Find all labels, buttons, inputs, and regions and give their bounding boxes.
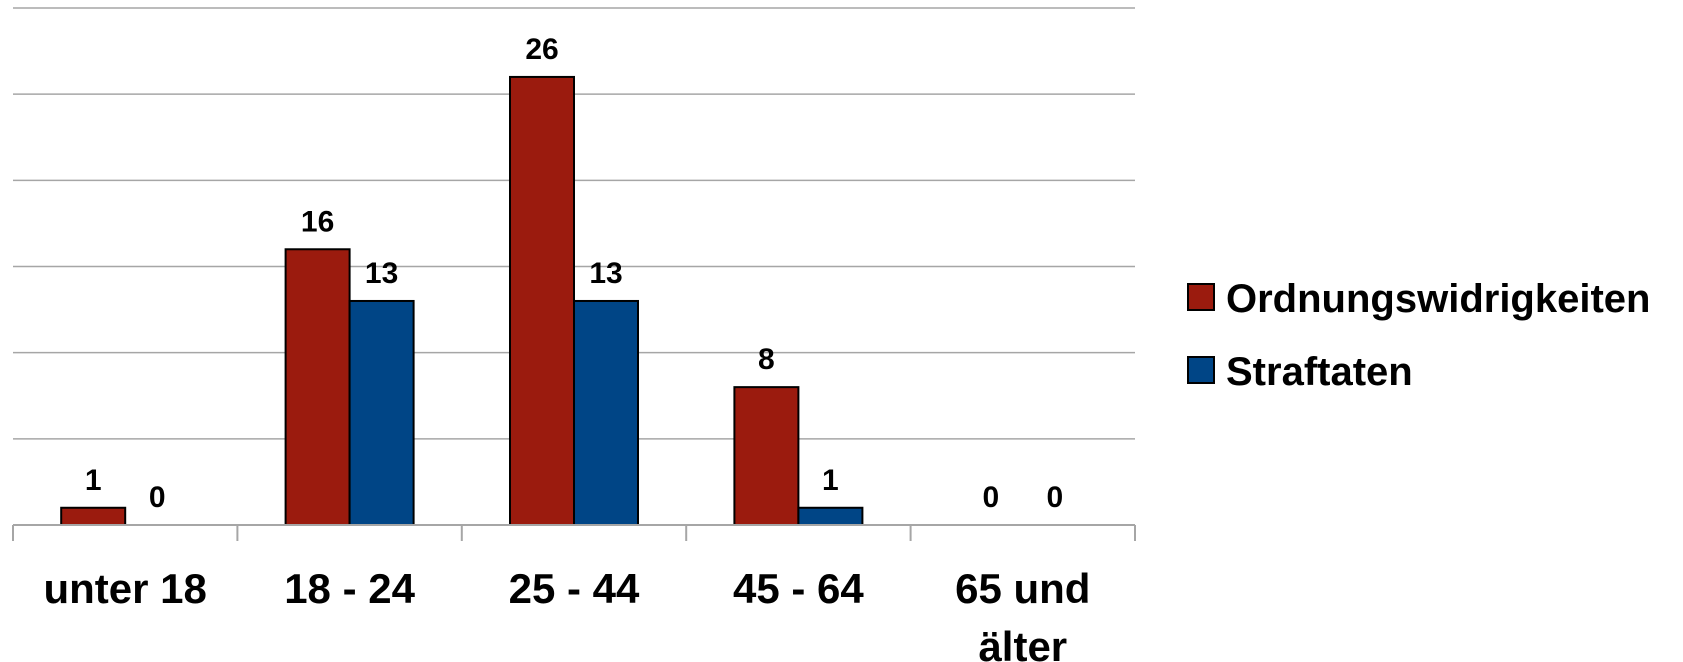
bar-straftaten: [797, 506, 864, 526]
x-tick-label: 65 und: [955, 565, 1090, 612]
legend: Ordnungswidrigkeiten Straftaten: [1187, 277, 1650, 394]
data-label: 13: [589, 257, 622, 290]
bar-ordnungswidrigkeiten: [284, 248, 351, 526]
x-tick-label: älter: [978, 623, 1067, 662]
data-label: 16: [301, 205, 334, 238]
data-label: 1: [822, 464, 839, 497]
legend-label: Ordnungswidrigkeiten: [1226, 277, 1650, 321]
legend-swatch: [1187, 356, 1215, 384]
bar-ordnungswidrigkeiten: [60, 506, 127, 526]
data-label: 0: [149, 481, 166, 514]
bar-straftaten: [348, 299, 415, 527]
data-label: 13: [365, 257, 398, 290]
bar-ordnungswidrigkeiten: [733, 386, 800, 526]
data-labels: 1 0 16 13 26 13 8 1 0 0: [85, 33, 1063, 514]
x-axis: unter 18 18 - 24 25 - 44 45 - 64 65 und älter: [12, 524, 1136, 662]
data-label: 8: [758, 343, 775, 376]
bar-straftaten: [573, 299, 639, 527]
bar-ordnungswidrigkeiten: [509, 75, 575, 527]
bars: [60, 75, 864, 527]
legend-swatch: [1187, 283, 1215, 311]
data-label: 0: [982, 481, 999, 514]
x-tick-label: unter 18: [44, 565, 207, 612]
x-tick-label: 18 - 24: [284, 565, 415, 612]
legend-label: Straftaten: [1226, 350, 1413, 394]
x-tick-label: 25 - 44: [509, 565, 640, 612]
x-tick-label: 45 - 64: [733, 565, 864, 612]
data-label: 1: [85, 464, 102, 497]
data-label: 26: [525, 33, 558, 66]
data-label: 0: [1046, 481, 1063, 514]
